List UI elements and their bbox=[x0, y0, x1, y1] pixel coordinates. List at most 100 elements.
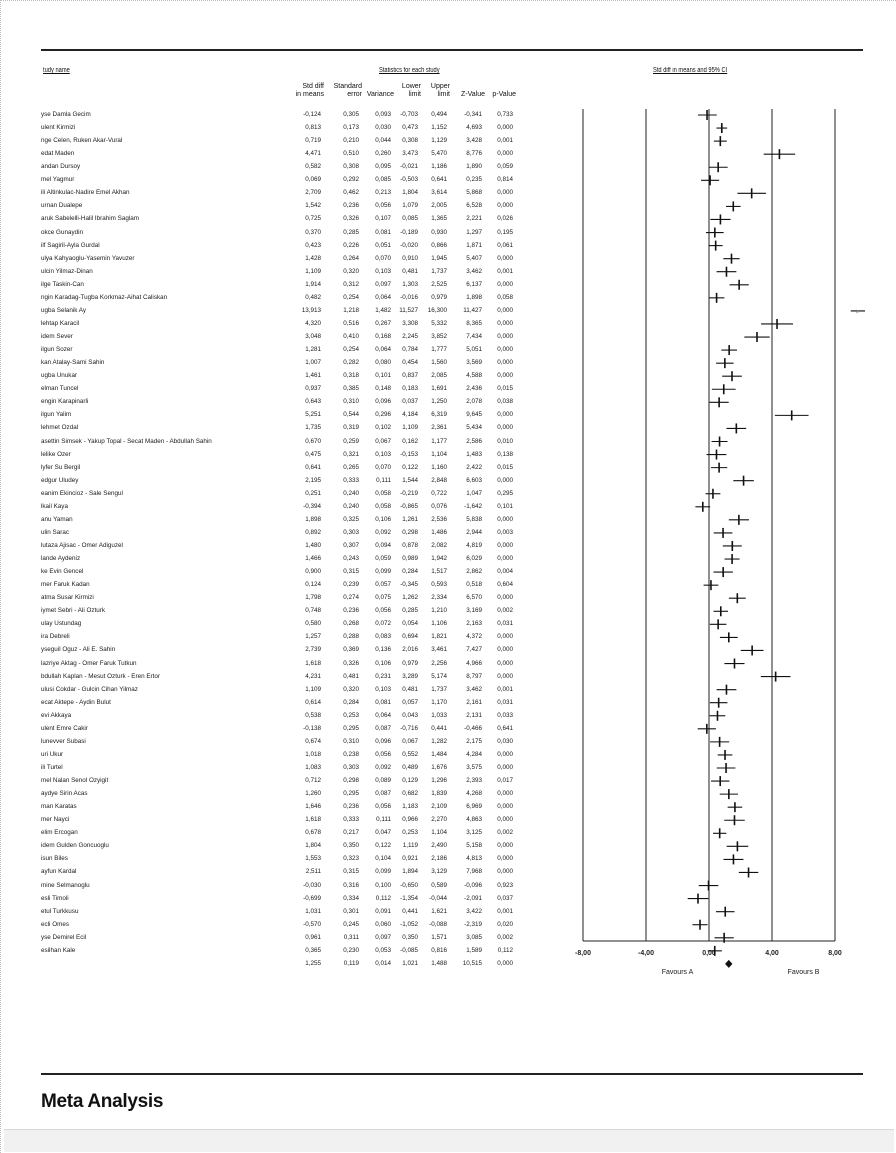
cell-se: 0,481 bbox=[343, 672, 359, 680]
cell-hi: 0,930 bbox=[431, 228, 447, 236]
cell-sd: 2,709 bbox=[305, 189, 321, 197]
column-header-line1: Lower bbox=[401, 83, 421, 90]
cell-var: 0,101 bbox=[375, 372, 391, 380]
cell-sd: -0,699 bbox=[303, 894, 321, 902]
cell-var: 0,104 bbox=[375, 855, 391, 863]
cell-p: 0,000 bbox=[497, 803, 513, 811]
table-row: lehmet Ozdal 1,735 0,319 0,102 1,109 2,361 5,4… bbox=[41, 424, 571, 432]
study-name: mine Selmanoglu bbox=[41, 881, 90, 889]
cell-p: 0,000 bbox=[497, 306, 513, 314]
cell-se: 0,310 bbox=[343, 737, 359, 745]
cell-var: 0,096 bbox=[375, 398, 391, 406]
study-name: edgur Uludey bbox=[41, 476, 79, 484]
table-row: mer Faruk Kadan 0,124 0,239 0,057 -0,345 0,59… bbox=[41, 581, 571, 589]
x-tick-label: 0,00 bbox=[702, 950, 716, 957]
cell-sd: 0,670 bbox=[305, 437, 321, 445]
forest-plot-title: Std diff in means and 95% CI bbox=[653, 67, 728, 74]
cell-lo: 1,079 bbox=[402, 202, 418, 210]
cell-lo: 1,109 bbox=[402, 424, 418, 432]
cell-se: 0,230 bbox=[343, 946, 359, 954]
cell-hi: 1,517 bbox=[431, 568, 447, 576]
cell-p: 0,733 bbox=[497, 111, 513, 118]
cell-z: -0,096 bbox=[464, 881, 482, 889]
cell-hi: 1,484 bbox=[431, 750, 447, 758]
cell-se: 0,318 bbox=[343, 372, 359, 380]
cell-sd: -0,394 bbox=[303, 502, 321, 510]
cell-z: -2,319 bbox=[464, 920, 482, 928]
table-row: atma Susar Kirmizi 1,798 0,274 0,075 1,262 2,… bbox=[41, 594, 571, 602]
cell-sd: 1,281 bbox=[305, 346, 321, 354]
cell-var: 0,099 bbox=[375, 868, 391, 876]
study-name: ilge Taskin-Can bbox=[41, 280, 84, 288]
cell-var: 0,107 bbox=[375, 215, 391, 223]
table-row: idem Sever 3,048 0,410 0,168 2,245 3,852 7,434… bbox=[41, 333, 571, 341]
cell-z: 4,813 bbox=[466, 855, 482, 863]
cell-p: 0,138 bbox=[497, 450, 513, 458]
x-tick-label: -4,00 bbox=[638, 950, 654, 957]
cell-p: 0,037 bbox=[497, 894, 513, 902]
cell-p: 0,000 bbox=[497, 254, 513, 262]
cell-z: 4,819 bbox=[466, 541, 482, 549]
cell-hi: 1,129 bbox=[431, 137, 447, 145]
cell-hi: 1,839 bbox=[431, 790, 447, 798]
table-row: ira Debreli 1,257 0,288 0,083 0,694 1,821 4,37… bbox=[41, 633, 571, 641]
table-row: urnan Dualepe 1,542 0,236 0,056 1,079 2,005 6,… bbox=[41, 202, 571, 210]
column-header-std-err: Standard error bbox=[312, 83, 362, 99]
cell-var: 0,053 bbox=[375, 946, 391, 954]
study-name: yse Damla Gecim bbox=[41, 111, 91, 118]
cell-hi: 1,104 bbox=[431, 450, 447, 458]
cell-z: 0,518 bbox=[466, 581, 482, 589]
cell-var: 0,047 bbox=[375, 829, 391, 837]
column-header-line2: in means bbox=[295, 91, 324, 98]
cell-z: 1,297 bbox=[466, 228, 482, 236]
cell-lo: 3,308 bbox=[402, 319, 418, 327]
cell-se: 1,218 bbox=[343, 306, 359, 314]
study-name-header: tudy name bbox=[43, 67, 70, 74]
study-name: aruk Sabelelli-Halil Ibrahim Saglam bbox=[41, 215, 139, 223]
cell-var: 0,051 bbox=[375, 241, 391, 249]
cell-z: 6,603 bbox=[466, 476, 482, 484]
cell-var: 0,064 bbox=[375, 346, 391, 354]
cell-se: 0,243 bbox=[343, 555, 359, 563]
column-header-p: p-Value bbox=[466, 83, 516, 99]
cell-var: 0,095 bbox=[375, 163, 391, 171]
cell-se: 0,316 bbox=[343, 881, 359, 889]
x-tick-label: 8,00 bbox=[828, 950, 842, 957]
cell-var: 0,087 bbox=[375, 724, 391, 732]
study-name: elman Tuncel bbox=[41, 385, 79, 393]
off-scale-marker: > bbox=[855, 309, 859, 316]
cell-p: 0,000 bbox=[497, 764, 513, 771]
cell-lo: 0,298 bbox=[402, 528, 418, 536]
table-row: mer Nayci 1,618 0,333 0,111 0,966 2,270 4,863 0… bbox=[41, 816, 571, 824]
cell-se: 0,284 bbox=[343, 698, 359, 706]
cell-se: 0,320 bbox=[343, 267, 359, 275]
study-name: ulya Kahyaoglu-Yasemin Yavuzer bbox=[41, 254, 135, 262]
cell-sd: -0,138 bbox=[303, 724, 321, 732]
table-row: ulusi Cokdar - Gulcin Cihan Yilmaz 1,109 0… bbox=[41, 686, 571, 694]
cell-se: 0,303 bbox=[343, 528, 359, 536]
cell-var: 0,099 bbox=[375, 568, 391, 576]
table-row: ulent Kirmizi 0,813 0,173 0,030 0,473 1,152 4,… bbox=[41, 124, 571, 132]
column-header-variance: Variance bbox=[344, 83, 394, 99]
cell-p: 0,604 bbox=[497, 581, 513, 589]
table-row: yse Demirel Ecil 0,961 0,311 0,097 0,350 1,57… bbox=[41, 934, 571, 942]
cell-var: 0,089 bbox=[375, 777, 391, 785]
cell-lo: 1,303 bbox=[402, 280, 418, 288]
cell-lo: 3,473 bbox=[402, 150, 418, 158]
table-row: isun Biles 1,553 0,323 0,104 0,921 2,186 4,813… bbox=[41, 855, 571, 863]
cell-se: 0,312 bbox=[343, 280, 359, 288]
cell-p: 0,002 bbox=[497, 933, 513, 941]
cell-z: 2,586 bbox=[466, 437, 482, 445]
cell-p: 0,000 bbox=[497, 411, 513, 419]
cell-lo: 0,552 bbox=[402, 750, 418, 758]
study-name: etul Turkkusu bbox=[41, 907, 79, 915]
study-name: ecli Omes bbox=[41, 920, 69, 928]
column-header-std-diff: Std diff in means bbox=[274, 83, 324, 99]
cell-p: 0,000 bbox=[497, 150, 513, 158]
cell-lo: -0,345 bbox=[400, 581, 418, 589]
cell-lo: -0,503 bbox=[400, 176, 418, 184]
table-row: lunevver Subasi 0,674 0,310 0,096 0,067 1,282… bbox=[41, 738, 571, 746]
cell-lo: -0,085 bbox=[400, 946, 418, 954]
table-row: ulcin Yilmaz-Dinan 1,109 0,320 0,103 0,481 1,… bbox=[41, 268, 571, 276]
column-header-line1: Standard bbox=[333, 83, 362, 90]
